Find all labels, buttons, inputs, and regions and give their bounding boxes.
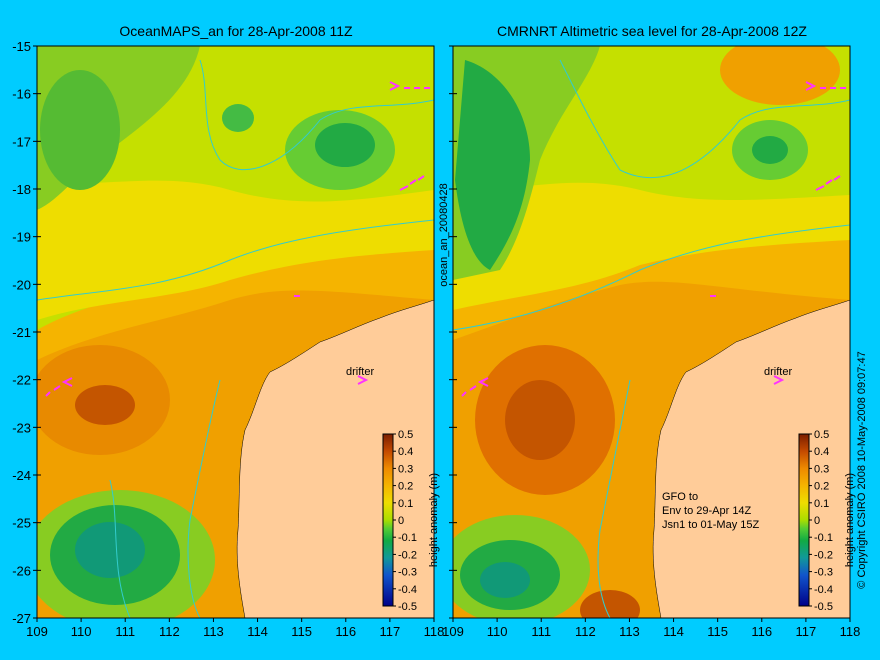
colorbar-tick-label: 0.5 (398, 429, 413, 441)
colorbar-tick-label: 0 (814, 515, 820, 527)
lon-tick-label: 115 (707, 624, 728, 639)
map-right: CMRNRT Altimetric sea level for 28-Apr-2… (442, 23, 860, 639)
lon-tick-label: 109 (26, 624, 48, 639)
lon-tick-label: 110 (71, 624, 92, 639)
lon-tick-label: 117 (380, 624, 401, 639)
lon-tick-label: 113 (619, 624, 640, 639)
colorbar-left: 0.5 0.4 0.3 0.2 0.1 0 -0.1 -0.2 -0.3 -0.4 -0.5 heig… (382, 429, 440, 613)
lon-tick-label: 118 (424, 624, 445, 639)
map-left-field (37, 46, 434, 618)
colorbar-tick-label: 0.1 (814, 498, 829, 510)
colorbar-tick-label: 0.3 (814, 463, 829, 475)
lon-tick-label: 109 (442, 624, 464, 639)
colorbar-tick-label: -0.5 (814, 601, 833, 613)
satellite-note-line-3: Jsn1 to 01-May 15Z (662, 519, 759, 531)
map-right-field (453, 46, 850, 618)
colorbar-tick-label: -0.1 (398, 532, 417, 544)
lon-tick-label: 118 (840, 624, 861, 639)
lat-axis-left: -15 -16 -17 -18 -19 -20 -21 -22 -23 -24 -25 -26 -27 (12, 39, 41, 626)
colorbar-tick-label: 0.3 (398, 463, 413, 475)
drifter-arrow-right (773, 375, 785, 385)
colorbar-tick-label: 0.2 (398, 481, 413, 493)
map-left: OceanMAPS_an for 28-Apr-2008 11Z (12, 23, 444, 639)
colorbar-tick-label: -0.5 (398, 601, 417, 613)
lon-tick-label: 111 (531, 624, 551, 639)
lon-tick-label: 114 (247, 624, 268, 639)
colorbar-tick-label: 0.2 (814, 481, 829, 493)
map-left-title: OceanMAPS_an for 28-Apr-2008 11Z (119, 23, 353, 39)
drifter-arrow-left (357, 375, 369, 385)
colorbar-tick-label: -0.4 (814, 584, 833, 596)
lon-tick-label: 112 (159, 624, 180, 639)
colorbar-right: 0.5 0.4 0.3 0.2 0.1 0 -0.1 -0.2 -0.3 -0.4 -0.5 heig… (798, 429, 856, 613)
lat-tick-label: -16 (12, 87, 31, 102)
colorbar-label: height anomaly (m) (844, 473, 856, 567)
lon-tick-label: 117 (796, 624, 817, 639)
lat-tick-label: -20 (12, 277, 31, 292)
colorbar-tick-label: 0.5 (814, 429, 829, 441)
colorbar-tick-label: 0.1 (398, 498, 413, 510)
lat-axis-right (449, 45, 457, 619)
lat-tick-label: -22 (12, 373, 31, 388)
copyright-label: © Copyright CSIRO 2008 10-May-2008 09:07… (856, 351, 868, 588)
lat-tick-label: -23 (12, 420, 31, 435)
lon-tick-label: 116 (335, 624, 356, 639)
map-right-title: CMRNRT Altimetric sea level for 28-Apr-2… (497, 23, 807, 39)
lat-tick-label: -21 (12, 325, 31, 340)
colorbar-tick-label: -0.2 (814, 549, 833, 561)
drifter-tracks-right (461, 81, 846, 397)
lon-tick-label: 110 (487, 624, 508, 639)
lat-tick-label: -25 (12, 516, 31, 531)
colorbar-tick-label: -0.3 (814, 567, 833, 579)
lon-tick-label: 112 (575, 624, 596, 639)
lon-axis-left: 109 110 111 112 113 114 115 116 117 118 (26, 618, 444, 639)
drifter-label-left: drifter (346, 366, 374, 378)
colorbar-ramp (382, 433, 394, 607)
colorbar-label: height anomaly (m) (428, 473, 440, 567)
lat-tick-label: -27 (12, 611, 31, 626)
satellite-note-line-2: Env to 29-Apr 14Z (662, 505, 752, 517)
colorbar-tick-label: 0.4 (814, 446, 829, 458)
lat-tick-label: -26 (12, 563, 31, 578)
side-label-middle: ocean_an_20080428 (438, 183, 450, 286)
lon-tick-label: 116 (751, 624, 772, 639)
colorbar-tick-label: 0 (398, 515, 404, 527)
lat-tick-label: -19 (12, 230, 31, 245)
colorbar-ramp (798, 433, 810, 607)
colorbar-tick-label: -0.2 (398, 549, 417, 561)
drifter-tracks-left (45, 81, 430, 397)
colorbar-tick-label: -0.3 (398, 567, 417, 579)
colorbar-tick-label: 0.4 (398, 446, 413, 458)
lat-tick-label: -18 (12, 182, 31, 197)
lon-axis-right: 109 110 111 112 113 114 115 116 117 118 (442, 618, 860, 639)
lat-tick-label: -24 (12, 468, 31, 483)
colorbar-tick-label: -0.1 (814, 532, 833, 544)
lon-tick-label: 111 (115, 624, 135, 639)
colorbar-tick-label: -0.4 (398, 584, 417, 596)
lon-tick-label: 115 (291, 624, 312, 639)
lon-tick-label: 113 (203, 624, 224, 639)
drifter-label-right: drifter (764, 366, 792, 378)
lat-tick-label: -15 (12, 39, 31, 54)
satellite-note-line-1: GFO to (662, 491, 698, 503)
lon-tick-label: 114 (663, 624, 684, 639)
lat-tick-label: -17 (12, 134, 31, 149)
